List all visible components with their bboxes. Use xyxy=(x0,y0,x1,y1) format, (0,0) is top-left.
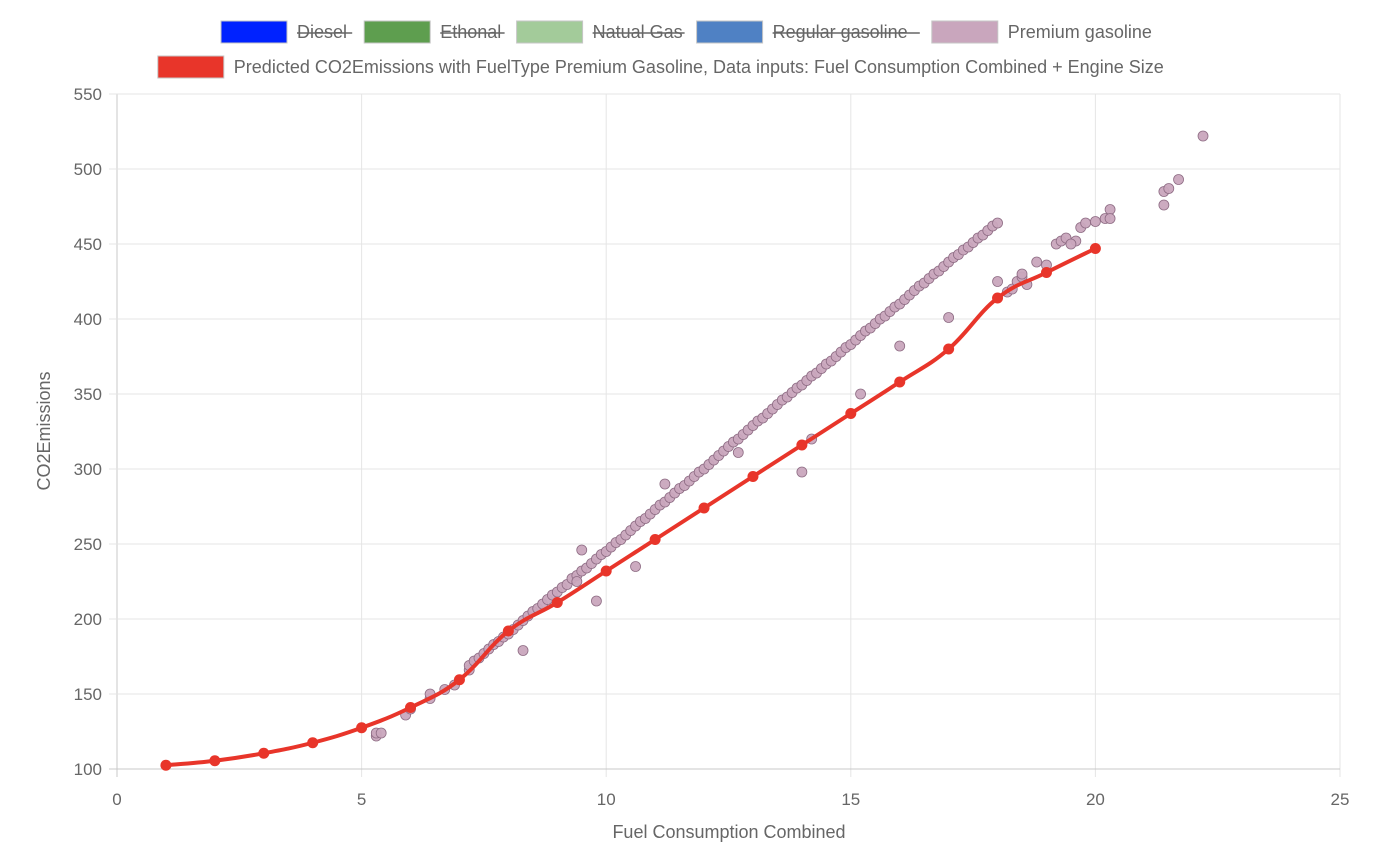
prediction-point xyxy=(747,471,759,482)
y-tick-label: 100 xyxy=(74,760,102,779)
legend-label: Ethonal xyxy=(440,22,501,42)
scatter-point xyxy=(732,447,744,458)
x-tick-label: 10 xyxy=(597,790,616,809)
scatter-point xyxy=(630,561,641,572)
legend-label: Diesel xyxy=(297,22,347,42)
scatter-point xyxy=(992,217,1003,229)
y-tick-label: 550 xyxy=(74,85,102,104)
prediction-point xyxy=(1089,243,1101,254)
prediction-point xyxy=(894,376,906,388)
x-axis-title: Fuel Consumption Combined xyxy=(612,822,845,842)
y-tick-label: 500 xyxy=(74,160,102,179)
scatter-point xyxy=(659,478,671,490)
prediction-point xyxy=(258,747,270,759)
x-tick-label: 0 xyxy=(112,790,121,809)
prediction-point xyxy=(356,722,368,734)
prediction-point xyxy=(502,625,514,637)
x-tick-label: 15 xyxy=(841,790,860,809)
legend-item[interactable]: Ethonal xyxy=(363,20,505,44)
scatter-point xyxy=(992,276,1003,287)
grid-layer xyxy=(109,93,1341,777)
legend-swatch xyxy=(363,20,431,44)
scatter-point xyxy=(1031,256,1043,268)
scatter-point xyxy=(943,312,955,323)
legend-swatch xyxy=(931,20,999,44)
scatter-point xyxy=(1158,199,1170,211)
prediction-point xyxy=(649,534,661,545)
prediction-point xyxy=(405,702,417,713)
y-tick-label: 200 xyxy=(74,610,102,629)
legend-label: Natual Gas xyxy=(593,22,683,42)
scatter-point xyxy=(517,645,529,656)
scatter-point xyxy=(894,340,906,352)
scatter-point xyxy=(1163,183,1175,194)
prediction-point xyxy=(992,292,1004,304)
scatter-point xyxy=(1065,238,1077,250)
prediction-point xyxy=(943,343,955,355)
y-tick-label: 150 xyxy=(74,685,102,704)
legend-item[interactable]: Regular gasoline xyxy=(696,20,920,44)
scatter-point xyxy=(576,544,588,556)
y-tick-label: 350 xyxy=(74,385,102,404)
legend-item[interactable]: Predicted CO2Emissions with FuelType Pre… xyxy=(157,55,1164,79)
prediction-point xyxy=(1040,267,1052,278)
x-tick-label: 20 xyxy=(1086,790,1105,809)
prediction-point xyxy=(551,597,563,608)
legend-swatch xyxy=(696,20,764,44)
legend-label: Premium gasoline xyxy=(1008,22,1152,42)
scatter-point xyxy=(1197,130,1209,142)
prediction-point xyxy=(160,759,172,771)
legend-swatch xyxy=(516,20,584,44)
scatter-point xyxy=(1173,174,1184,185)
legend: Diesel Ethonal Natual Gas Regular gasoline P… xyxy=(157,20,1164,79)
scatter-point xyxy=(375,727,387,739)
scatter-point xyxy=(1104,213,1116,224)
scatter-point xyxy=(796,466,808,478)
legend-item[interactable]: Premium gasoline xyxy=(931,20,1152,44)
y-tick-label: 300 xyxy=(74,460,102,479)
y-tick-label: 400 xyxy=(74,310,102,329)
legend-swatch xyxy=(157,55,225,79)
prediction-point xyxy=(307,737,319,749)
y-tick-label: 250 xyxy=(74,535,102,554)
scatter-point xyxy=(1090,216,1101,227)
x-tick-label: 25 xyxy=(1331,790,1350,809)
prediction-line-layer xyxy=(160,243,1101,771)
prediction-point xyxy=(796,439,808,451)
legend-item[interactable]: Diesel xyxy=(220,20,353,44)
prediction-point xyxy=(600,565,612,577)
scatter-point xyxy=(1080,217,1092,229)
scatter-point xyxy=(1016,268,1028,280)
legend-label: Regular gasoline xyxy=(773,22,908,42)
scatter-layer xyxy=(370,130,1209,742)
x-tick-label: 5 xyxy=(357,790,366,809)
scatter-point xyxy=(591,595,602,607)
prediction-point xyxy=(845,408,857,419)
prediction-point xyxy=(698,502,710,514)
legend-label: Predicted CO2Emissions with FuelType Pre… xyxy=(234,57,1164,77)
scatter-point xyxy=(855,388,866,400)
axis-layer: 0 5 10 15 20 25 100 150 200 250 300 350 400 450 500 550 xyxy=(74,85,1350,809)
prediction-line xyxy=(165,246,1097,768)
y-tick-label: 450 xyxy=(74,235,102,254)
legend-swatch xyxy=(220,20,288,44)
legend-item[interactable]: Natual Gas xyxy=(516,20,685,44)
prediction-point xyxy=(209,755,221,767)
prediction-point xyxy=(453,674,465,686)
scatter-point xyxy=(1104,204,1116,215)
scatter-point xyxy=(571,576,583,587)
y-axis-title: CO2Emissions xyxy=(34,371,54,490)
